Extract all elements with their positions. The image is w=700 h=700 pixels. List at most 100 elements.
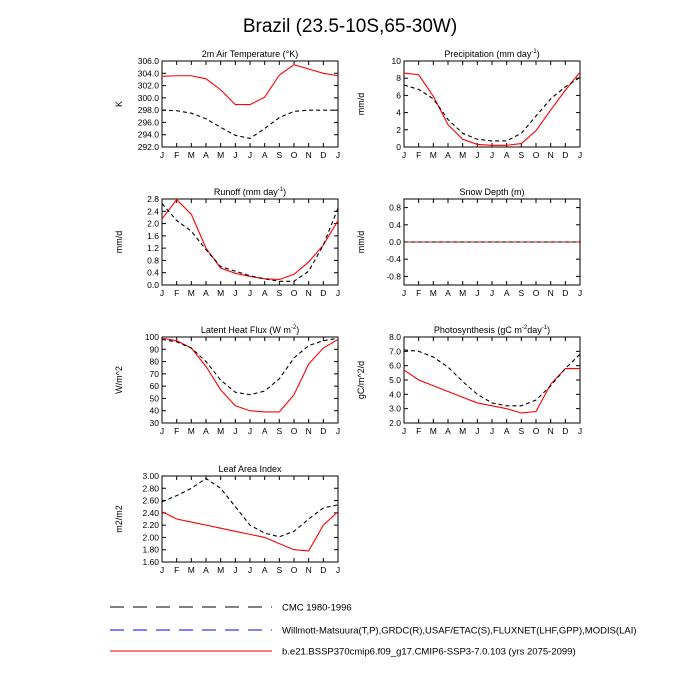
xtick-label-photosynthesis: N — [548, 426, 554, 436]
panel-photosynthesis: Photosynthesis (gC m-2day-1) gC/m^2/d 2.0 3… — [356, 325, 582, 436]
xtick-label-photosynthesis: J — [475, 426, 479, 436]
xtick-label-precipitation: N — [548, 150, 554, 160]
ytick-label-photosynthesis: 4.0 — [389, 389, 401, 399]
xtick-label-latent-heat-flux: F — [174, 426, 179, 436]
ytick-label-runoff: 2.8 — [147, 194, 159, 204]
xtick-label-2m-air-temperature: S — [276, 150, 282, 160]
ytick-label-precipitation: 2 — [396, 125, 401, 135]
xtick-label-photosynthesis: M — [459, 426, 466, 436]
xtick-label-snow-depth: N — [548, 288, 554, 298]
series-line-model-2m-air-temperature — [161, 64, 339, 106]
xtick-label-leaf-area-index: M — [217, 565, 224, 575]
plot-frame-precipitation — [403, 60, 581, 148]
xtick-label-precipitation: M — [459, 150, 466, 160]
ylabel-snow-depth: mm/d — [356, 231, 366, 254]
ytick-label-snow-depth: -0.4 — [386, 254, 401, 264]
ytick-label-photosynthesis: 2.0 — [389, 418, 401, 428]
xtick-label-2m-air-temperature: N — [306, 150, 312, 160]
ytick-label-snow-depth: 0.0 — [389, 237, 401, 247]
xtick-label-runoff: S — [276, 288, 282, 298]
xtick-label-2m-air-temperature: O — [291, 150, 298, 160]
ytick-label-precipitation: 10 — [392, 56, 402, 66]
xtick-label-precipitation: M — [430, 150, 437, 160]
xtick-label-runoff: J — [248, 288, 252, 298]
xtick-label-snow-depth: J — [475, 288, 479, 298]
panel-runoff: Runoff (mm day-1) mm/d 0.0 0.4 0.8 1.2 1.6 2.0 2… — [114, 187, 340, 298]
figure-title: Brazil (23.5-10S,65-30W) — [243, 16, 457, 37]
ytick-label-snow-depth: -0.8 — [386, 271, 401, 281]
xtick-label-snow-depth: A — [445, 288, 451, 298]
xtick-label-latent-heat-flux: O — [291, 426, 298, 436]
xtick-label-snow-depth: S — [518, 288, 524, 298]
xtick-label-photosynthesis: S — [518, 426, 524, 436]
xtick-label-leaf-area-index: A — [203, 565, 209, 575]
ytick-label-latent-heat-flux: 100 — [145, 332, 159, 342]
ytick-label-snow-depth: 0.4 — [389, 220, 401, 230]
xtick-label-photosynthesis: J — [490, 426, 494, 436]
ytick-label-photosynthesis: 8.0 — [389, 332, 401, 342]
xtick-label-latent-heat-flux: J — [248, 426, 252, 436]
ytick-label-precipitation: 0 — [396, 142, 401, 152]
xtick-label-2m-air-temperature: A — [262, 150, 268, 160]
ytick-label-leaf-area-index: 2.00 — [142, 532, 159, 542]
ytick-label-2m-air-temperature: 296.0 — [138, 117, 160, 127]
ylabel-latent-heat-flux: W/m^2 — [114, 366, 124, 394]
xtick-label-photosynthesis: J — [402, 426, 406, 436]
ytick-label-photosynthesis: 7.0 — [389, 346, 401, 356]
xtick-label-precipitation: A — [445, 150, 451, 160]
panel-title-precipitation: Precipitation (mm day-1) — [444, 49, 539, 59]
xtick-label-snow-depth: M — [459, 288, 466, 298]
xtick-label-leaf-area-index: M — [188, 565, 195, 575]
panels: 2m Air Temperature (°K) K 292.0 294.0 296.0 2… — [114, 49, 582, 575]
panel-title-latent-heat-flux: Latent Heat Flux (W m-2) — [201, 325, 299, 335]
xtick-label-snow-depth: O — [533, 288, 540, 298]
ytick-label-latent-heat-flux: 30 — [150, 418, 160, 428]
xtick-label-leaf-area-index: O — [291, 565, 298, 575]
xtick-label-precipitation: J — [475, 150, 479, 160]
ytick-label-runoff: 1.2 — [147, 243, 159, 253]
series-line-cmc-latent-heat-flux — [161, 337, 339, 396]
xtick-label-runoff: J — [336, 288, 340, 298]
ylabel-photosynthesis: gC/m^2/d — [356, 361, 366, 399]
ylabel-runoff: mm/d — [114, 231, 124, 254]
xtick-label-2m-air-temperature: J — [248, 150, 252, 160]
ytick-label-leaf-area-index: 1.60 — [142, 557, 159, 567]
panel-title-runoff: Runoff (mm day-1) — [214, 187, 286, 197]
ytick-label-leaf-area-index: 2.60 — [142, 496, 159, 506]
ytick-label-2m-air-temperature: 302.0 — [138, 81, 160, 91]
xtick-label-photosynthesis: F — [416, 426, 421, 436]
series-line-model-runoff — [161, 198, 339, 281]
legend-label-cmc: CMC 1980-1996 — [282, 603, 352, 614]
plot-frame-latent-heat-flux — [161, 336, 339, 424]
xtick-label-snow-depth: J — [402, 288, 406, 298]
xtick-label-runoff: O — [291, 288, 298, 298]
ytick-label-precipitation: 4 — [396, 108, 401, 118]
xtick-label-leaf-area-index: J — [233, 565, 237, 575]
xtick-label-photosynthesis: O — [533, 426, 540, 436]
xtick-label-2m-air-temperature: D — [320, 150, 326, 160]
xtick-label-2m-air-temperature: J — [336, 150, 340, 160]
xtick-label-photosynthesis: A — [504, 426, 510, 436]
xtick-label-leaf-area-index: J — [248, 565, 252, 575]
xtick-label-precipitation: S — [518, 150, 524, 160]
series-line-cmc-2m-air-temperature — [161, 109, 338, 139]
series-line-model-precipitation — [403, 71, 581, 146]
series-line-model-leaf-area-index — [161, 511, 339, 552]
xtick-label-runoff: A — [203, 288, 209, 298]
ytick-label-precipitation: 6 — [396, 90, 401, 100]
xtick-label-latent-heat-flux: S — [276, 426, 282, 436]
series-line-cmc-runoff — [161, 203, 339, 282]
xtick-label-precipitation: J — [490, 150, 494, 160]
ytick-label-runoff: 1.6 — [147, 231, 159, 241]
ytick-label-2m-air-temperature: 298.0 — [138, 105, 160, 115]
ytick-label-runoff: 2.4 — [147, 206, 159, 216]
legend: CMC 1980-1996 Willmott-Matsuura(T,P),GRDC… — [110, 603, 637, 658]
ytick-label-latent-heat-flux: 90 — [150, 344, 160, 354]
xtick-label-leaf-area-index: A — [262, 565, 268, 575]
ylabel-precipitation: mm/d — [356, 93, 366, 116]
xtick-label-latent-heat-flux: A — [262, 426, 268, 436]
xtick-label-runoff: M — [188, 288, 195, 298]
xtick-label-precipitation: D — [562, 150, 568, 160]
xtick-label-latent-heat-flux: J — [336, 426, 340, 436]
